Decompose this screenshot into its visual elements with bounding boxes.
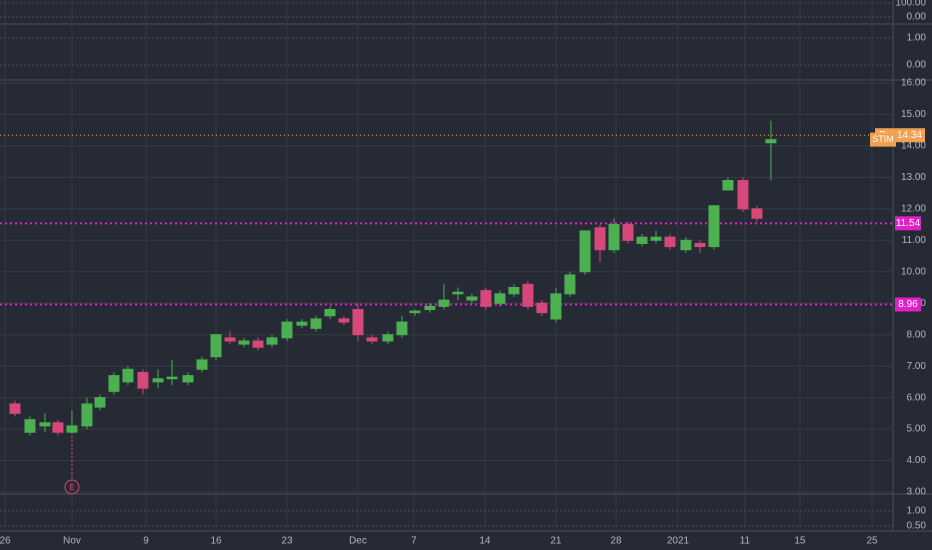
- x-tick-label: 2021: [667, 536, 690, 547]
- candle-body: [352, 309, 364, 336]
- candle-body: [536, 302, 548, 314]
- candle-body: [94, 397, 106, 408]
- candle-body: [737, 180, 749, 210]
- candle-body: [266, 337, 278, 345]
- y-tick-label: 10.00: [901, 266, 926, 277]
- candle-body: [24, 419, 36, 433]
- candle-body: [694, 242, 706, 248]
- candle-body: [66, 425, 78, 433]
- candle-body: [650, 236, 662, 241]
- candle-body: [424, 305, 436, 311]
- candle-body: [238, 340, 250, 345]
- candle-body: [224, 337, 236, 342]
- candle-body: [409, 310, 421, 314]
- x-tick-label: 23: [281, 536, 293, 547]
- candle-body: [122, 368, 134, 383]
- candle-body: [296, 321, 308, 326]
- candle-body: [196, 359, 208, 370]
- x-tick-label: 25: [866, 536, 878, 547]
- y-tick-label: 100.00: [895, 0, 926, 9]
- x-tick-label: Nov: [63, 536, 81, 547]
- candle-body: [751, 208, 763, 219]
- level-badge: [895, 297, 921, 312]
- candle-body: [39, 422, 51, 427]
- x-tick-label: 7: [411, 536, 417, 547]
- y-tick-label: 7.00: [907, 361, 927, 372]
- candle-body: [664, 236, 676, 248]
- y-tick-label: 1.00: [907, 33, 927, 44]
- candle-body: [494, 293, 506, 304]
- y-tick-label: 5.00: [907, 424, 927, 435]
- y-tick-label: 0.00: [907, 60, 927, 71]
- y-tick-label: 16.00: [901, 78, 926, 89]
- candle-body: [594, 227, 606, 251]
- candle-body: [252, 340, 264, 348]
- x-tick-label: Dec: [349, 536, 367, 547]
- candle-body: [564, 274, 576, 295]
- candle-body: [382, 334, 394, 342]
- x-tick-label: 16: [210, 536, 222, 547]
- candle-body: [466, 296, 478, 301]
- candle-body: [81, 403, 93, 427]
- x-tick-label: 28: [610, 536, 622, 547]
- y-tick-label: 6.00: [907, 392, 927, 403]
- candle-body: [152, 378, 164, 383]
- candle-body: [182, 375, 194, 383]
- level-badge: [895, 216, 921, 231]
- y-tick-label: 0.50: [907, 521, 927, 532]
- candle-body: [522, 283, 534, 307]
- y-tick-label: 12.00: [901, 203, 926, 214]
- candle-body: [338, 318, 350, 323]
- candle-body: [765, 139, 777, 144]
- symbol-badge: [870, 132, 896, 147]
- candle-body: [579, 230, 591, 273]
- candle-body: [550, 293, 562, 320]
- x-tick-label: 15: [794, 536, 806, 547]
- candle-body: [708, 205, 720, 248]
- y-tick-label: 15.00: [901, 109, 926, 120]
- candle-body: [108, 375, 120, 392]
- candle-body: [310, 318, 322, 329]
- candle-body: [480, 290, 492, 307]
- y-tick-label: 4.00: [907, 455, 927, 466]
- candle-body: [438, 299, 450, 307]
- y-tick-label: 3.00: [907, 487, 927, 498]
- candle-body: [281, 321, 293, 339]
- y-tick-label: 8.00: [907, 329, 927, 340]
- y-tick-label: 11.00: [902, 235, 927, 246]
- candle-body: [608, 224, 620, 251]
- y-tick-label: 1.00: [907, 506, 927, 517]
- candle-body: [137, 371, 149, 389]
- x-tick-label: 26: [0, 536, 11, 547]
- x-tick-label: 11: [740, 536, 751, 547]
- candle-body: [210, 334, 222, 358]
- y-tick-label: 0.00: [907, 12, 927, 23]
- candle-body: [9, 403, 21, 414]
- candle-body: [366, 337, 378, 342]
- candle-body: [396, 321, 408, 336]
- premarket-price: 14.34: [897, 130, 922, 141]
- candle-body: [508, 287, 520, 295]
- earnings-label: E: [69, 483, 74, 492]
- x-tick-label: 9: [143, 536, 149, 547]
- x-tick-label: 21: [550, 536, 562, 547]
- y-tick-label: 13.00: [901, 172, 926, 183]
- candle-body: [52, 422, 64, 433]
- candle-body: [722, 180, 734, 191]
- candle-body: [622, 224, 634, 241]
- y-tick-label: 14.00: [901, 141, 926, 152]
- earnings-marker: [64, 479, 80, 495]
- candle-body: [324, 309, 336, 317]
- symbol-label: STIM: [872, 134, 894, 144]
- candle-body: [636, 236, 648, 244]
- level-label: 11.54: [896, 218, 921, 229]
- candle-body: [680, 239, 692, 251]
- x-tick-label: 14: [479, 536, 491, 547]
- candle-body: [452, 291, 464, 295]
- level-label: 8.96: [898, 299, 918, 310]
- candle-body: [166, 376, 178, 380]
